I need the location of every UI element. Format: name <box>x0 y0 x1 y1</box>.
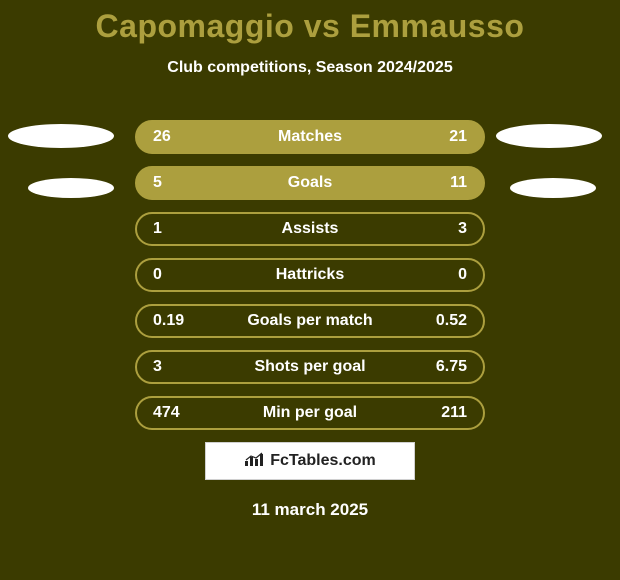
stat-label: Hattricks <box>223 266 397 284</box>
decorative-ellipse <box>496 124 602 148</box>
stat-left: 0 <box>153 266 223 284</box>
stat-label: Matches <box>223 128 397 146</box>
stats-bars-icon <box>244 451 264 472</box>
title-vs: vs <box>304 8 341 44</box>
stats-table: 26 Matches 21 5 Goals 11 1 Assists 3 0 H… <box>135 120 485 442</box>
stat-right: 0.52 <box>397 312 467 330</box>
stat-left: 474 <box>153 404 223 422</box>
subtitle: Club competitions, Season 2024/2025 <box>0 59 620 77</box>
stat-left: 26 <box>153 128 223 146</box>
stat-label: Goals per match <box>223 312 397 330</box>
stat-row: 1 Assists 3 <box>135 212 485 246</box>
badge-text: FcTables.com <box>270 452 376 470</box>
stat-label: Goals <box>223 174 397 192</box>
stat-row: 0.19 Goals per match 0.52 <box>135 304 485 338</box>
stat-row: 3 Shots per goal 6.75 <box>135 350 485 384</box>
stat-row: 474 Min per goal 211 <box>135 396 485 430</box>
decorative-ellipse <box>28 178 114 198</box>
decorative-ellipse <box>510 178 596 198</box>
stat-left: 1 <box>153 220 223 238</box>
date-text: 11 march 2025 <box>0 500 620 520</box>
stat-right: 21 <box>397 128 467 146</box>
stat-left: 3 <box>153 358 223 376</box>
stat-row: 0 Hattricks 0 <box>135 258 485 292</box>
stat-label: Min per goal <box>223 404 397 422</box>
stat-right: 6.75 <box>397 358 467 376</box>
stat-row: 5 Goals 11 <box>135 166 485 200</box>
comparison-card: Capomaggio vs Emmausso Club competitions… <box>0 0 620 580</box>
stat-label: Shots per goal <box>223 358 397 376</box>
source-badge: FcTables.com <box>205 442 415 480</box>
title-player2: Emmausso <box>350 8 525 44</box>
stat-right: 0 <box>397 266 467 284</box>
decorative-ellipse <box>8 124 114 148</box>
stat-right: 211 <box>397 404 467 422</box>
title: Capomaggio vs Emmausso <box>0 0 620 45</box>
title-player1: Capomaggio <box>96 8 295 44</box>
stat-left: 5 <box>153 174 223 192</box>
stat-label: Assists <box>223 220 397 238</box>
stat-left: 0.19 <box>153 312 223 330</box>
stat-right: 3 <box>397 220 467 238</box>
stat-row: 26 Matches 21 <box>135 120 485 154</box>
stat-right: 11 <box>397 174 467 192</box>
